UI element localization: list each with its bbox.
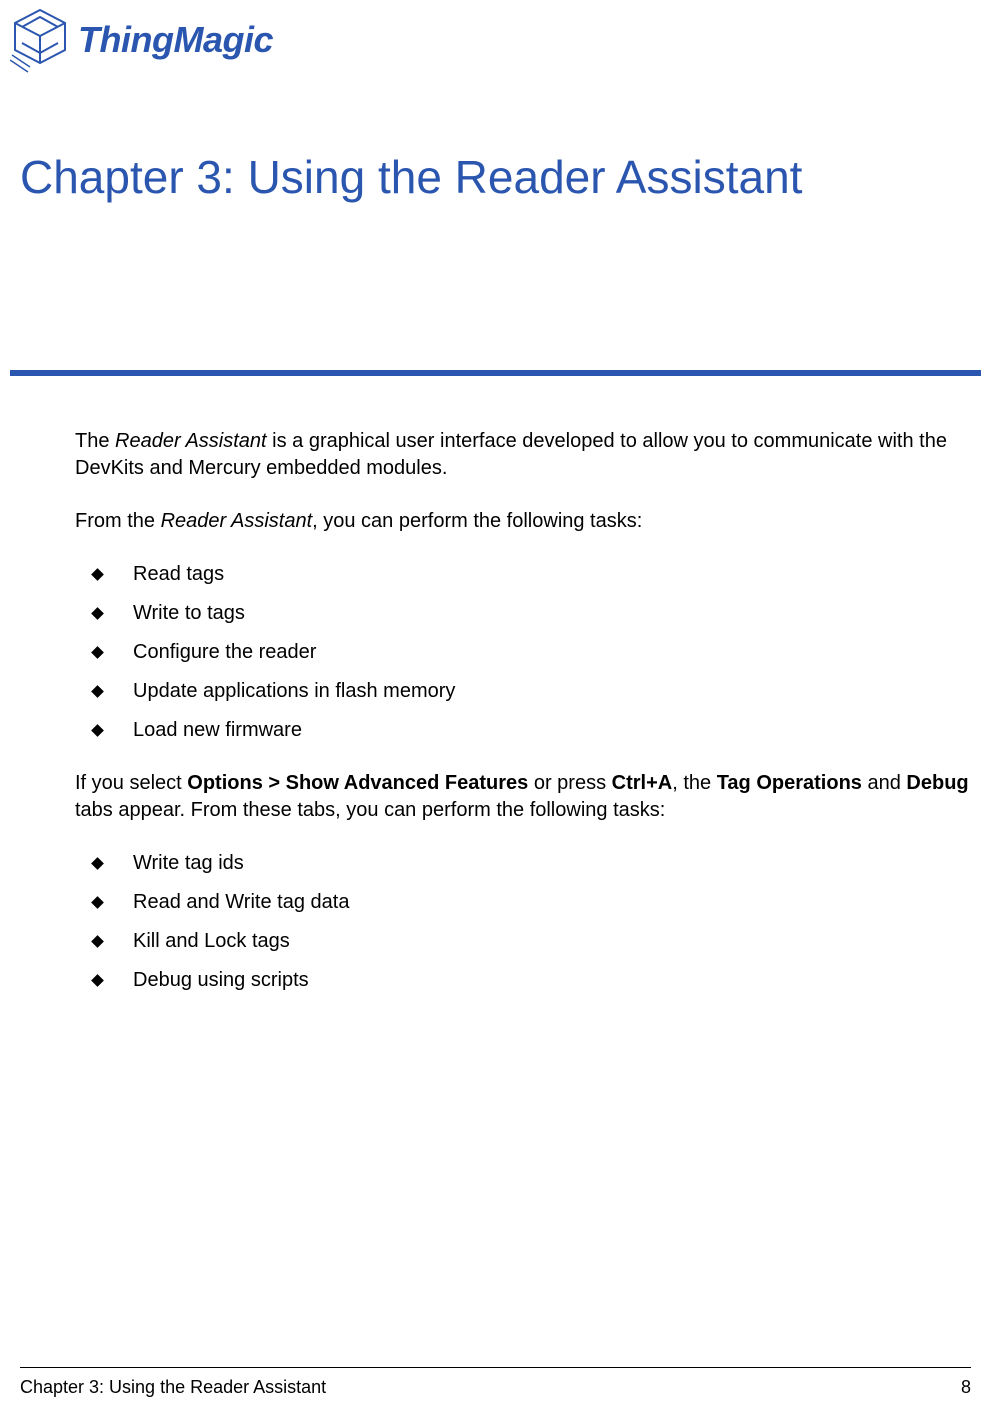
list-item: Write tag ids <box>75 850 975 877</box>
advanced-paragraph: If you select Options > Show Advanced Fe… <box>75 770 975 824</box>
footer-rule <box>20 1367 971 1368</box>
text: If you select <box>75 772 187 794</box>
bold-text: Debug <box>906 772 968 794</box>
brand-name: ThingMagic <box>78 19 273 61</box>
bold-text: Tag Operations <box>717 772 862 794</box>
body-content: The Reader Assistant is a graphical user… <box>75 428 975 1020</box>
list-item: Load new firmware <box>75 717 975 744</box>
task-list-1: Read tags Write to tags Configure the re… <box>75 561 975 744</box>
list-item: Read tags <box>75 561 975 588</box>
cube-icon <box>10 5 70 75</box>
document-page: ThingMagic Chapter 3: Using the Reader A… <box>0 0 991 1428</box>
list-item: Configure the reader <box>75 639 975 666</box>
text: From the <box>75 510 161 532</box>
footer-chapter: Chapter 3: Using the Reader Assistant <box>20 1377 326 1398</box>
text: tabs appear. From these tabs, you can pe… <box>75 799 665 821</box>
emphasis: Reader Assistant <box>115 430 267 452</box>
task-list-2: Write tag ids Read and Write tag data Ki… <box>75 850 975 994</box>
list-item: Read and Write tag data <box>75 889 975 916</box>
chapter-title: Chapter 3: Using the Reader Assistant <box>20 150 971 204</box>
divider-rule <box>10 370 981 376</box>
list-item: Kill and Lock tags <box>75 928 975 955</box>
intro-paragraph-1: The Reader Assistant is a graphical user… <box>75 428 975 482</box>
text: , the <box>672 772 716 794</box>
intro-paragraph-2: From the Reader Assistant, you can perfo… <box>75 508 975 535</box>
brand-logo: ThingMagic <box>10 5 273 75</box>
list-item: Debug using scripts <box>75 967 975 994</box>
bold-text: Options > Show Advanced Features <box>187 772 528 794</box>
text: The <box>75 430 115 452</box>
emphasis: Reader Assistant <box>161 510 313 532</box>
text: , you can perform the following tasks: <box>312 510 642 532</box>
bold-text: Ctrl+A <box>612 772 673 794</box>
list-item: Update applications in flash memory <box>75 678 975 705</box>
list-item: Write to tags <box>75 600 975 627</box>
footer-page-number: 8 <box>961 1377 971 1398</box>
text: and <box>862 772 906 794</box>
text: or press <box>528 772 611 794</box>
